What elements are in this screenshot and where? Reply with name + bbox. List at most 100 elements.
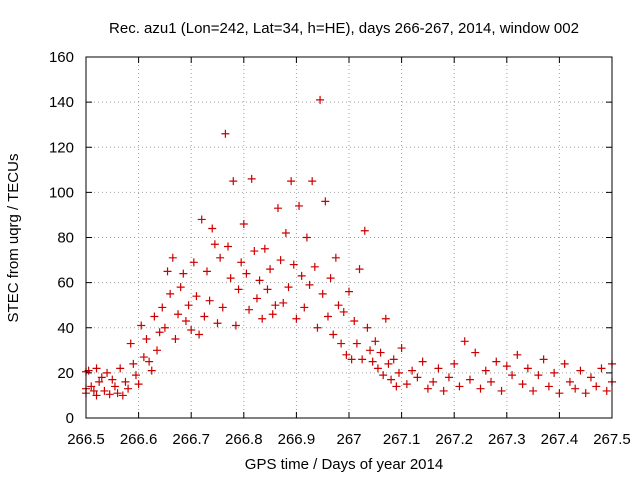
- data-point: [187, 326, 196, 335]
- data-point: [263, 285, 272, 294]
- data-point: [166, 289, 175, 298]
- data-point: [571, 384, 580, 393]
- data-point: [402, 380, 411, 389]
- data-point: [153, 346, 162, 355]
- y-tick-label: 140: [49, 94, 74, 111]
- data-point: [192, 292, 201, 301]
- data-point: [368, 357, 377, 366]
- data-point: [523, 364, 532, 373]
- data-point: [450, 359, 459, 368]
- data-point: [131, 371, 140, 380]
- data-point: [95, 377, 104, 386]
- data-point: [271, 301, 280, 310]
- data-point: [592, 382, 601, 391]
- data-point: [108, 375, 117, 384]
- data-point: [124, 384, 133, 393]
- data-point: [226, 274, 235, 283]
- data-point: [184, 301, 193, 310]
- data-point: [581, 389, 590, 398]
- data-point: [334, 301, 343, 310]
- data-point: [221, 129, 230, 138]
- x-axis: 266.5 266.6 266.7 266.8 266.9 267 267.1 267.2 26…: [67, 57, 631, 448]
- y-tick-label: 40: [57, 320, 74, 337]
- data-point: [597, 364, 606, 373]
- data-point: [331, 253, 340, 262]
- x-tick-label: 267.3: [488, 431, 526, 448]
- data-point: [150, 312, 159, 321]
- data-point: [518, 380, 527, 389]
- data-point: [87, 382, 96, 391]
- data-point: [508, 371, 517, 380]
- x-tick-label: 266.5: [67, 431, 105, 448]
- data-point: [487, 377, 496, 386]
- data-point: [129, 359, 138, 368]
- data-point: [205, 296, 214, 305]
- data-point: [260, 244, 269, 253]
- data-point: [376, 348, 385, 357]
- data-point: [384, 359, 393, 368]
- data-point: [255, 276, 264, 285]
- data-point: [355, 265, 364, 274]
- data-point: [389, 355, 398, 364]
- data-point: [289, 260, 298, 269]
- data-point: [316, 95, 325, 104]
- data-point: [366, 346, 375, 355]
- data-point: [413, 373, 422, 382]
- grid: [86, 57, 612, 418]
- data-point: [97, 373, 106, 382]
- data-point: [237, 258, 246, 267]
- data-point: [465, 375, 474, 384]
- data-point: [266, 265, 275, 274]
- data-point: [434, 364, 443, 373]
- data-point: [242, 269, 251, 278]
- data-point: [281, 228, 290, 237]
- data-point: [174, 310, 183, 319]
- data-point: [137, 321, 146, 330]
- y-tick-label: 160: [49, 49, 74, 66]
- data-point: [142, 335, 151, 344]
- data-point: [513, 350, 522, 359]
- y-tick-label: 0: [66, 410, 74, 427]
- data-point: [145, 357, 154, 366]
- data-point: [118, 391, 127, 400]
- data-point: [160, 323, 169, 332]
- data-point: [189, 258, 198, 267]
- x-tick-label: 267.4: [541, 431, 579, 448]
- y-axis: 0 20 40 60 80 100 120 140 160: [49, 49, 612, 427]
- x-axis-label: GPS time / Days of year 2014: [245, 456, 443, 473]
- data-point: [337, 339, 346, 348]
- data-point: [295, 201, 304, 210]
- data-point: [168, 253, 177, 262]
- data-point: [308, 177, 317, 186]
- data-point: [342, 350, 351, 359]
- data-point: [429, 377, 438, 386]
- x-tick-label: 267: [336, 431, 361, 448]
- x-tick-label: 267.2: [435, 431, 473, 448]
- data-point: [321, 197, 330, 206]
- data-point: [455, 382, 464, 391]
- data-point: [373, 364, 382, 373]
- data-point: [313, 323, 322, 332]
- x-tick-label: 267.5: [593, 431, 631, 448]
- data-point: [352, 339, 361, 348]
- data-point: [134, 380, 143, 389]
- data-point: [92, 391, 101, 400]
- data-point: [392, 382, 401, 391]
- y-tick-label: 120: [49, 139, 74, 156]
- data-point: [176, 283, 185, 292]
- data-point: [379, 371, 388, 380]
- data-point: [273, 204, 282, 213]
- data-point: [539, 355, 548, 364]
- data-point: [147, 366, 156, 375]
- data-point: [481, 366, 490, 375]
- data-point: [284, 283, 293, 292]
- data-point: [360, 226, 369, 235]
- plot-frame: [85, 56, 613, 419]
- x-tick-label: 267.1: [383, 431, 421, 448]
- data-point: [276, 256, 285, 265]
- data-point: [234, 285, 243, 294]
- data-point: [110, 382, 119, 391]
- data-point: [200, 312, 209, 321]
- data-point: [158, 303, 167, 312]
- x-tick-label: 266.9: [278, 431, 316, 448]
